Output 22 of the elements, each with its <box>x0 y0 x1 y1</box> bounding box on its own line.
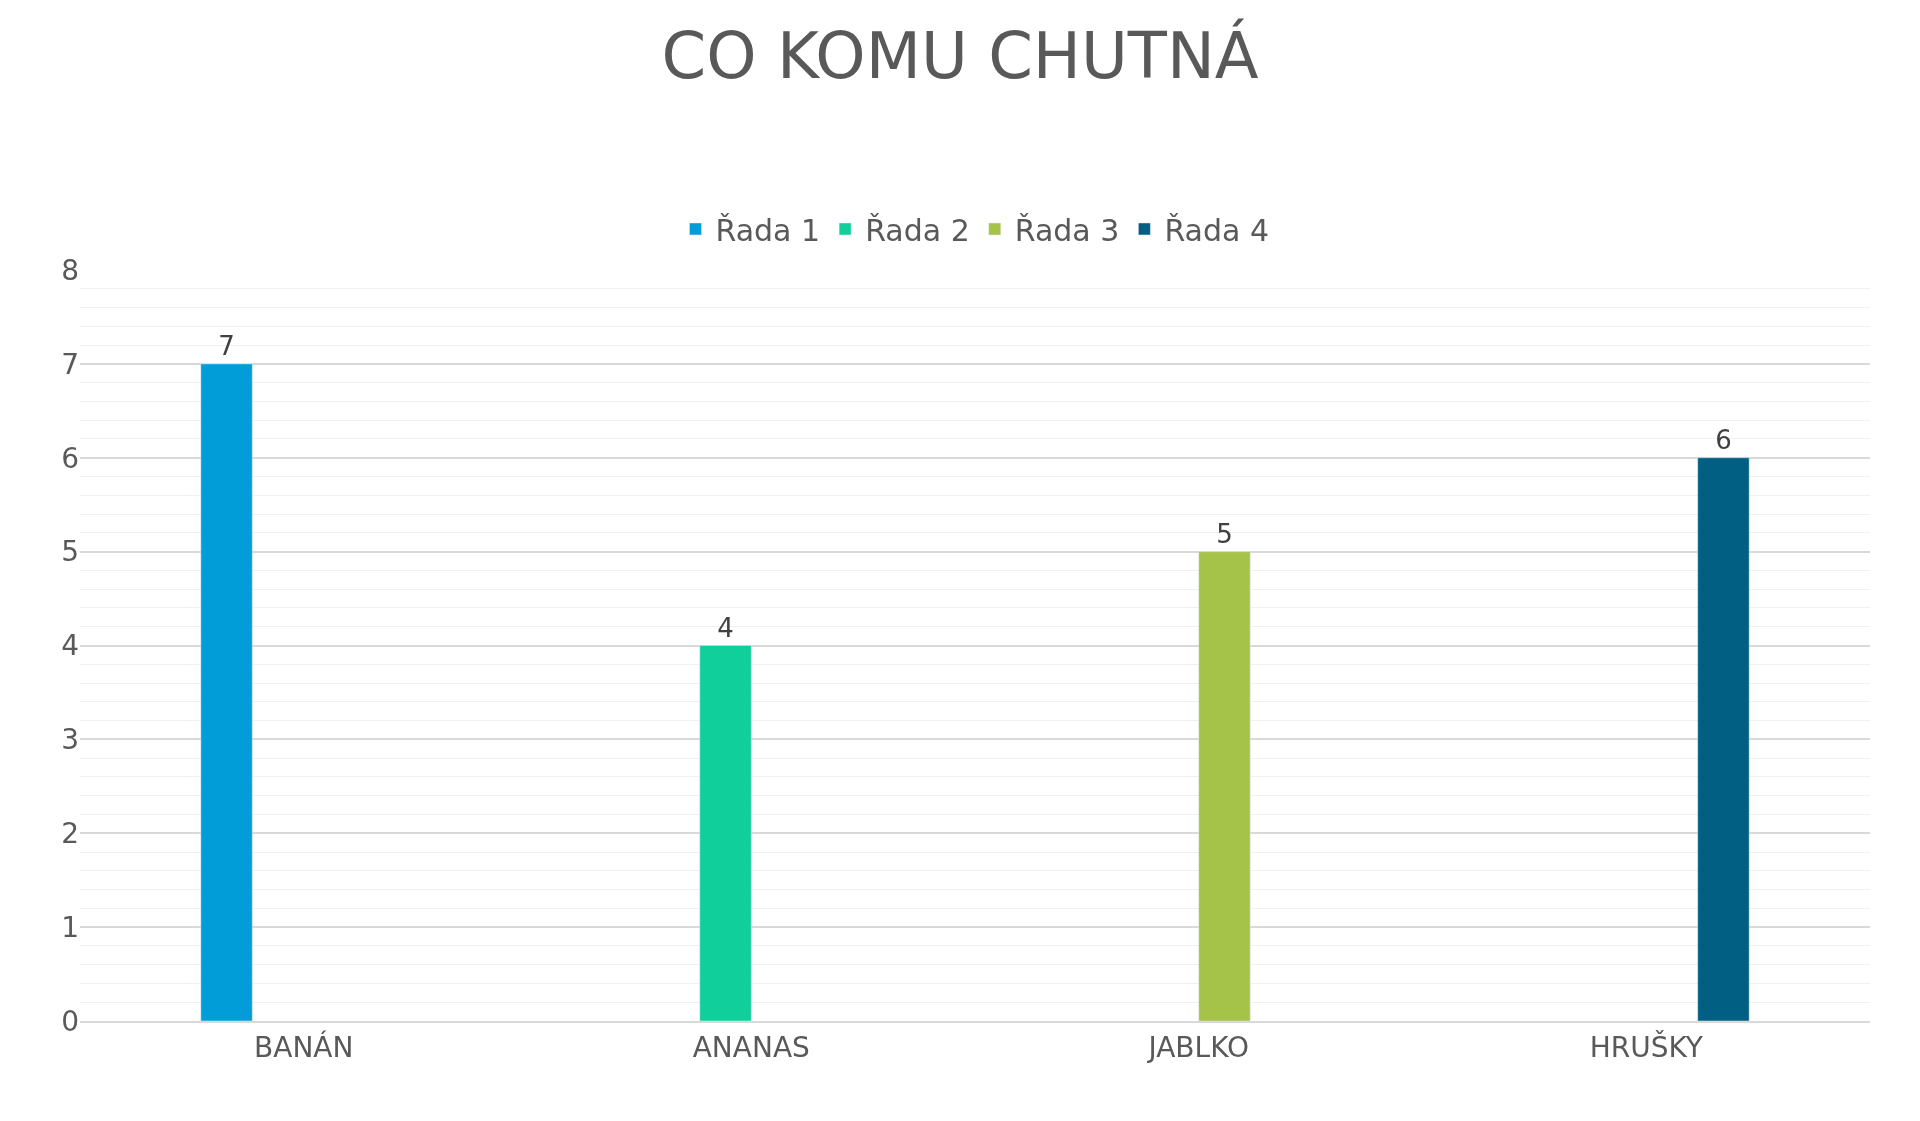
x-tick-label: BANÁN <box>254 1029 354 1064</box>
y-tick-label: 4 <box>61 629 79 663</box>
y-tick-label: 5 <box>61 535 79 569</box>
data-label: 4 <box>717 612 734 643</box>
y-tick-label: 1 <box>61 910 79 944</box>
y-tick-label: 2 <box>61 817 79 851</box>
data-label: 5 <box>1216 518 1233 549</box>
x-tick-label: JABLKO <box>1146 1030 1250 1064</box>
legend-label: Řada 1 <box>715 212 821 248</box>
y-tick-label: 3 <box>61 723 79 757</box>
data-label: 7 <box>218 330 235 361</box>
y-tick-label: 8 <box>61 253 79 287</box>
y-tick-label: 0 <box>61 1004 79 1038</box>
data-label: 6 <box>1715 424 1732 455</box>
x-tick-label: HRUŠKY <box>1589 1029 1704 1064</box>
y-tick-label: 6 <box>61 441 79 475</box>
legend-label: Řada 2 <box>865 212 970 248</box>
x-tick-label: ANANAS <box>692 1030 810 1064</box>
y-tick-label: 7 <box>61 347 79 381</box>
legend-label: Řada 3 <box>1014 212 1120 248</box>
chart-title: CO KOMU CHUTNÁ <box>661 18 1259 94</box>
legend-label: Řada 4 <box>1164 212 1269 248</box>
